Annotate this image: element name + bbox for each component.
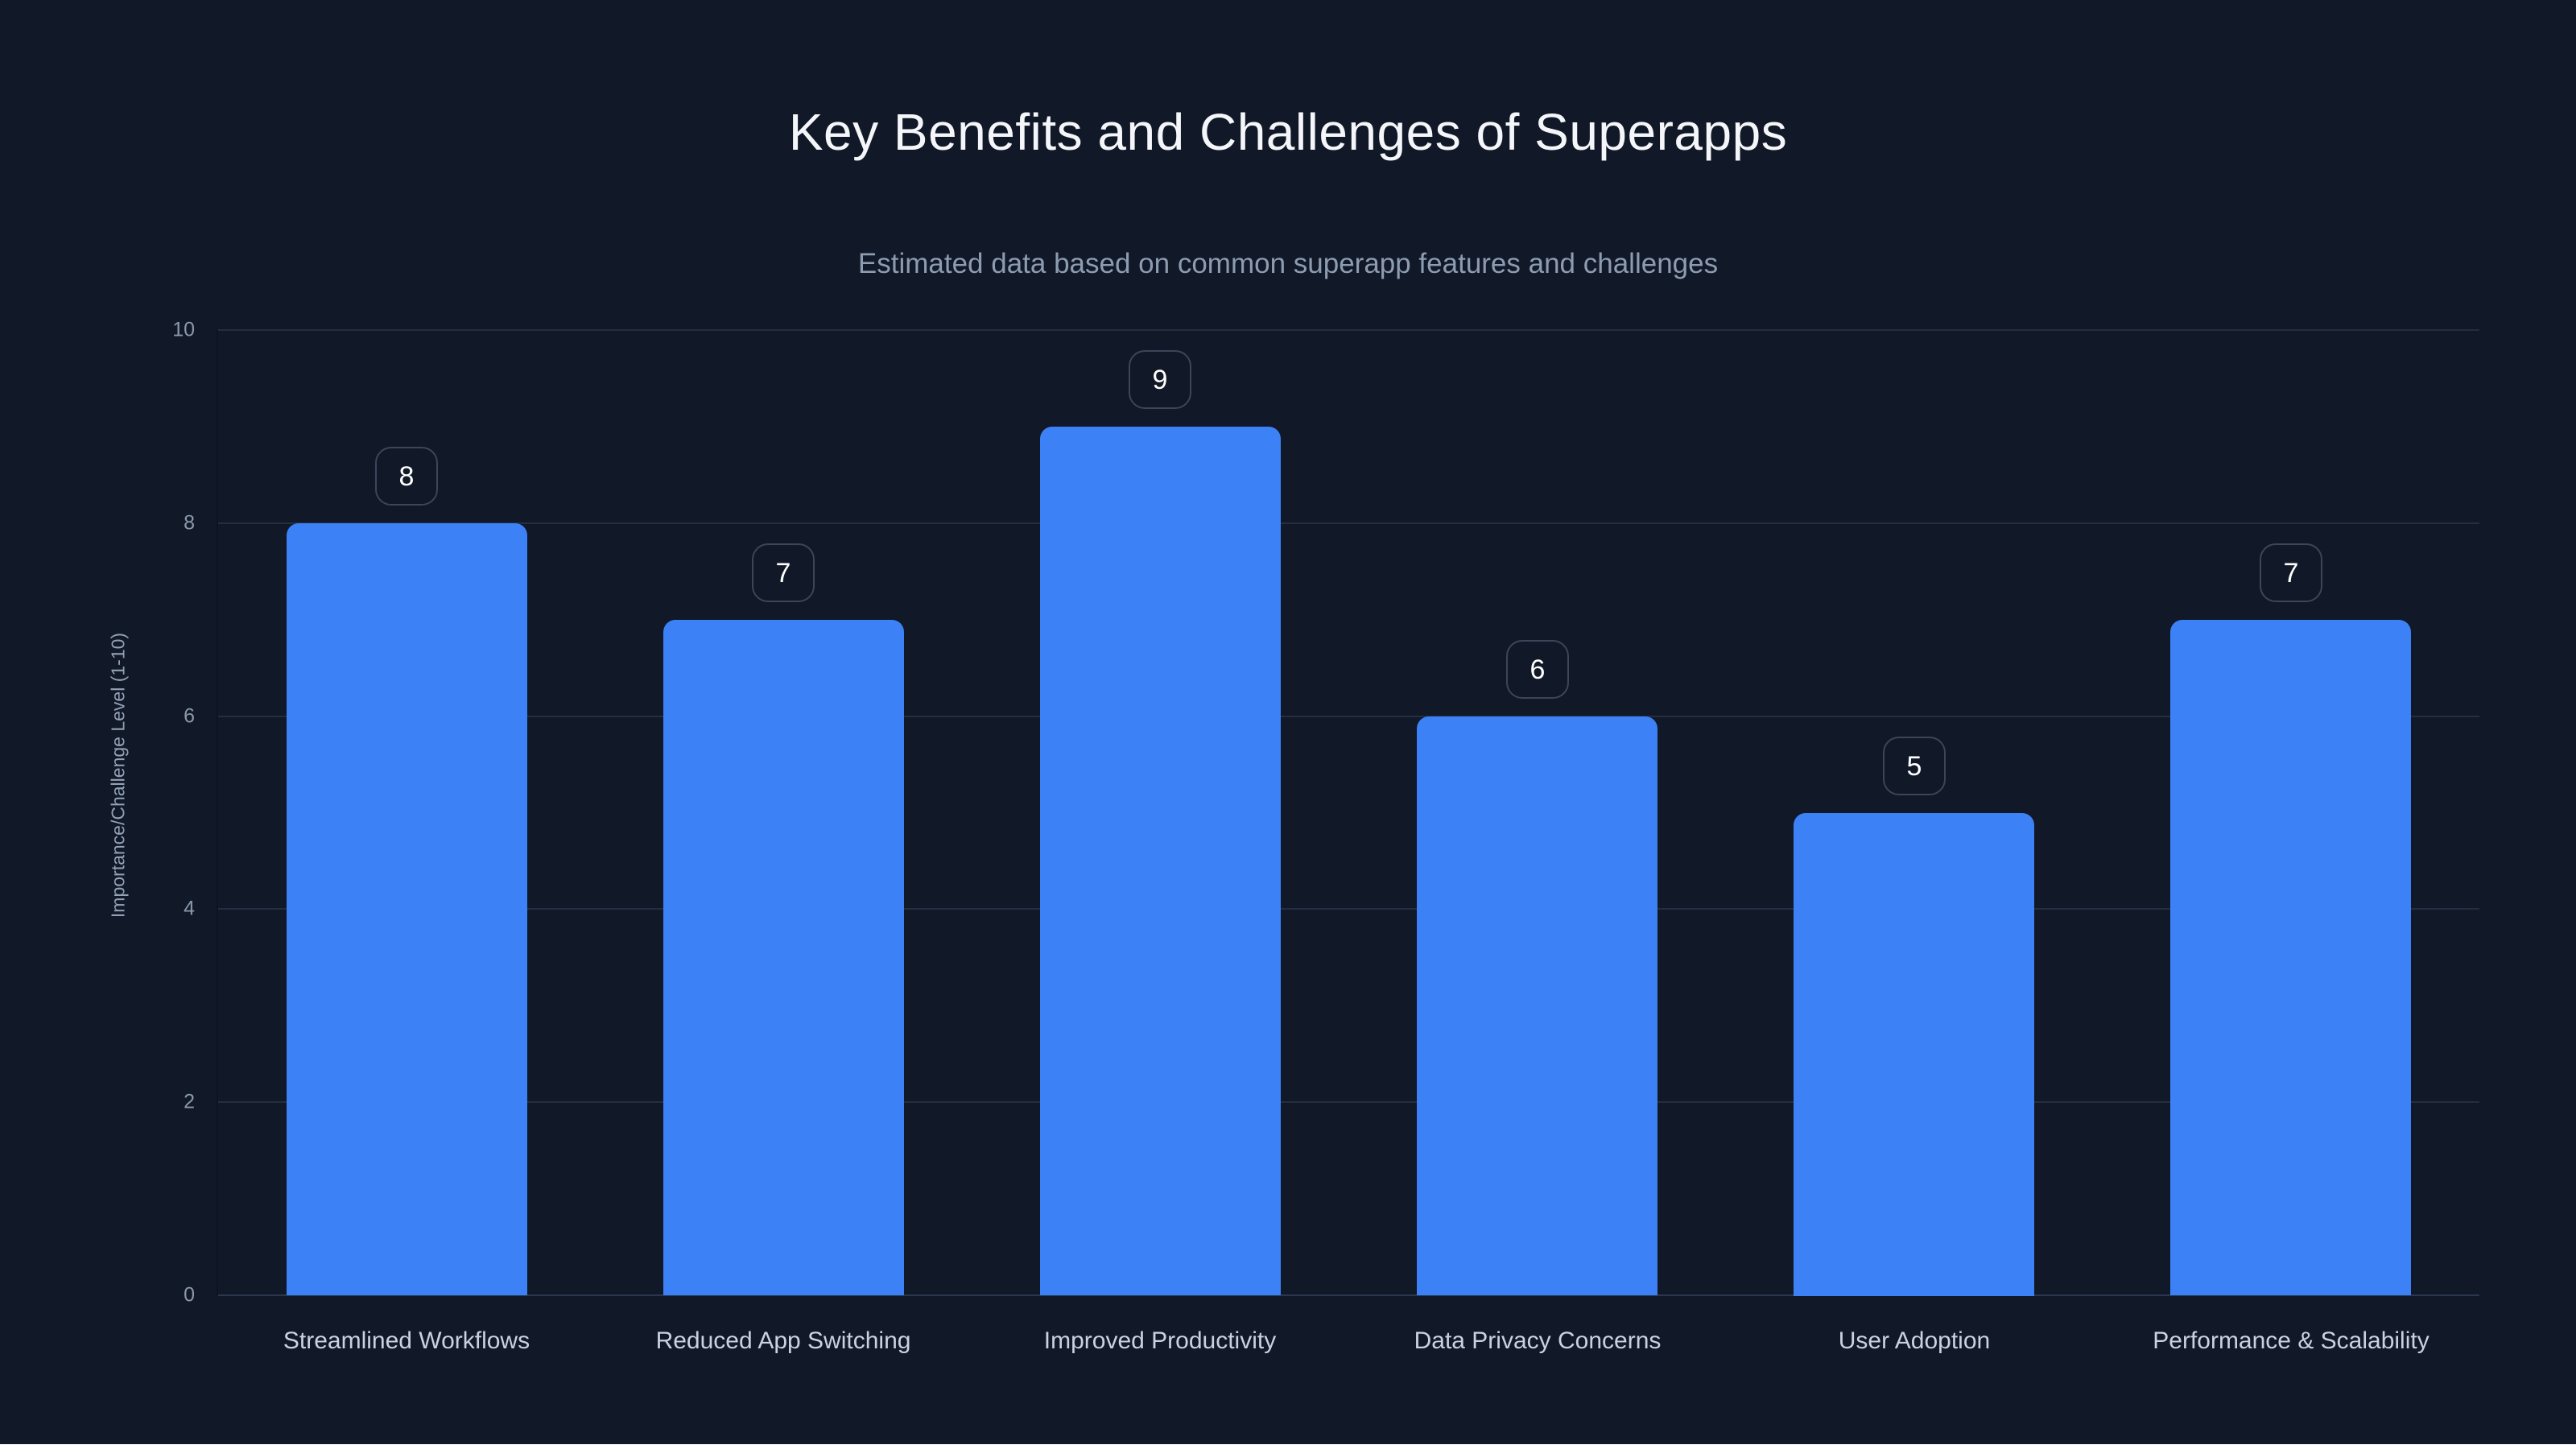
chart-subtitle: Estimated data based on common superapp … <box>857 248 1719 279</box>
gridline <box>218 329 2479 331</box>
y-tick-label: 8 <box>184 511 195 535</box>
gridline <box>218 715 2479 717</box>
value-label: 5 <box>1906 750 1922 782</box>
value-badge-user-adoption: 5 <box>1883 737 1946 795</box>
x-axis-label-data-privacy-concerns: Data Privacy Concerns <box>1414 1327 1662 1354</box>
gridline <box>218 522 2479 524</box>
x-axis-label-user-adoption: User Adoption <box>1838 1327 1991 1354</box>
bar-user-adoption[interactable] <box>1794 813 2034 1296</box>
bar-reduced-app-switching[interactable] <box>663 620 904 1295</box>
x-axis-label-reduced-app-switching: Reduced App Switching <box>655 1327 911 1354</box>
value-label: 7 <box>2283 557 2299 588</box>
value-badge-performance-scalability: 7 <box>2260 543 2322 602</box>
value-label: 9 <box>1152 364 1168 395</box>
value-badge-reduced-app-switching: 7 <box>752 543 815 602</box>
value-label: 7 <box>775 557 791 588</box>
chart-title: Key Benefits and Challenges of Superapps <box>788 103 1788 161</box>
y-tick-label: 10 <box>172 318 195 341</box>
value-badge-improved-productivity: 9 <box>1129 350 1191 409</box>
gridline-zero <box>218 1294 2479 1296</box>
bar-streamlined-workflows[interactable] <box>287 523 527 1295</box>
y-tick-label: 4 <box>184 897 195 920</box>
x-axis-label-performance-scalability: Performance & Scalability <box>2153 1327 2429 1354</box>
gridline <box>218 908 2479 910</box>
y-axis-line <box>217 330 218 1295</box>
bar-data-privacy-concerns[interactable] <box>1417 716 1657 1295</box>
y-tick-label: 0 <box>184 1283 195 1307</box>
y-axis-title: Importance/Challenge Level (1-10) <box>107 632 129 919</box>
bottom-strip <box>0 1444 2576 1449</box>
value-label: 8 <box>398 460 415 492</box>
gridline <box>218 1101 2479 1104</box>
bar-performance-scalability[interactable] <box>2170 620 2411 1295</box>
value-badge-data-privacy-concerns: 6 <box>1506 640 1569 699</box>
value-label: 6 <box>1530 654 1546 685</box>
y-tick-label: 2 <box>184 1090 195 1113</box>
x-axis-label-streamlined-workflows: Streamlined Workflows <box>283 1327 530 1354</box>
plot-area: 0 2 4 6 8 10 8 Streamlined Workflows 7 Reduced Ap… <box>172 320 2479 1354</box>
bar-improved-productivity[interactable] <box>1040 427 1281 1295</box>
x-axis-label-improved-productivity: Improved Productivity <box>1043 1327 1277 1354</box>
value-badge-streamlined-workflows: 8 <box>375 447 438 506</box>
y-tick-label: 6 <box>184 704 195 728</box>
